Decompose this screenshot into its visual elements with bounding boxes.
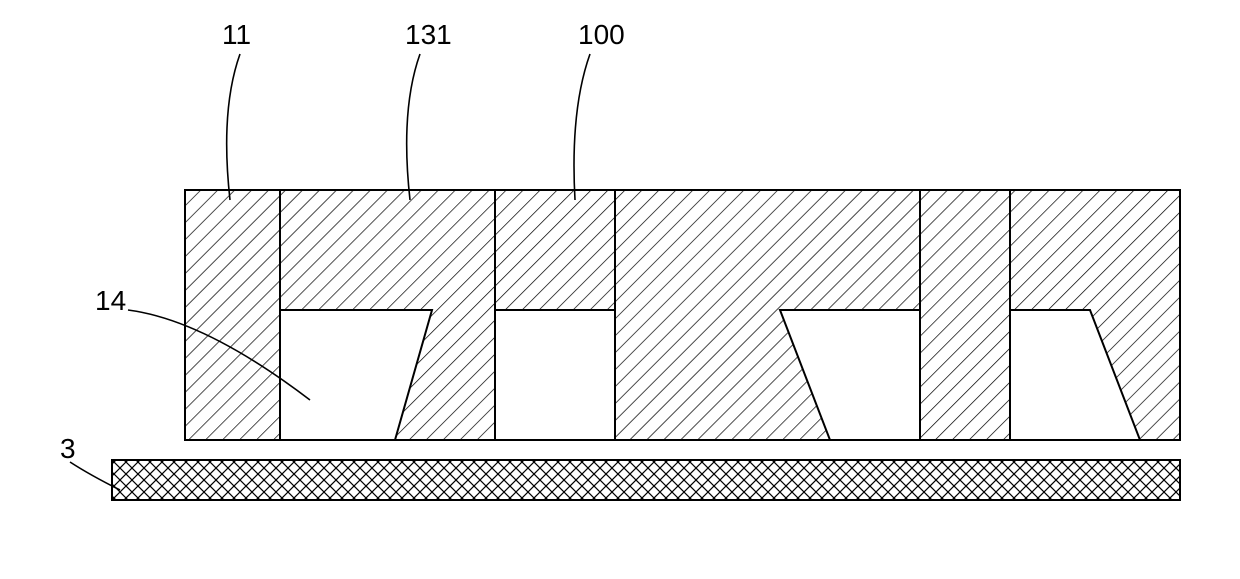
cavity-2 <box>495 310 615 440</box>
label-text-100: 100 <box>578 19 625 50</box>
label-text-3: 3 <box>60 433 76 464</box>
label-100: 100 <box>574 19 625 200</box>
main-block <box>185 190 1180 440</box>
base-strip <box>112 460 1180 500</box>
label-131: 131 <box>405 19 452 200</box>
label-11: 11 <box>222 19 251 200</box>
label-text-11: 11 <box>222 19 251 50</box>
label-text-131: 131 <box>405 19 452 50</box>
label-text-14: 14 <box>95 285 126 316</box>
